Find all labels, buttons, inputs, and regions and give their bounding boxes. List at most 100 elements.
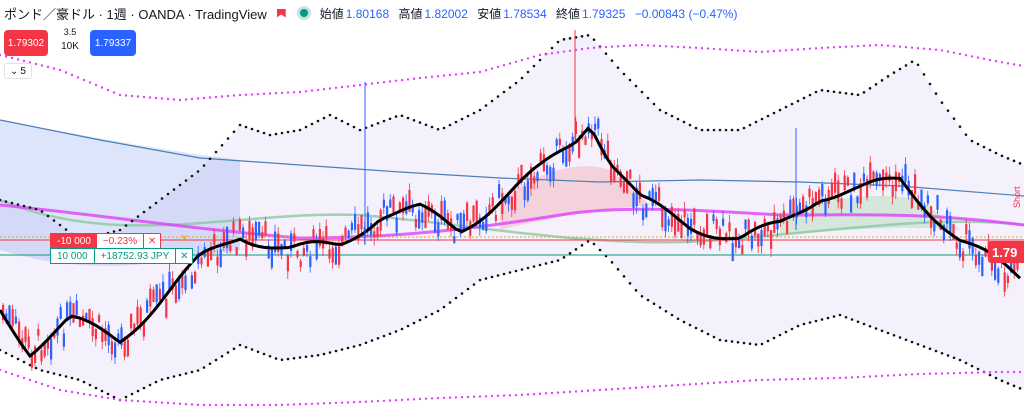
candle-body xyxy=(331,247,334,263)
close-icon[interactable]: ✕ xyxy=(180,250,189,262)
candle-body xyxy=(350,222,353,231)
symbol-title[interactable]: ポンド／豪ドル · 1週 · OANDA · TradingView xyxy=(4,6,267,22)
band-dot xyxy=(736,380,740,383)
candle-body xyxy=(786,221,789,234)
band-dot xyxy=(664,309,668,313)
candle-body xyxy=(219,249,222,268)
band-dot xyxy=(766,50,770,53)
candle-body xyxy=(843,175,846,191)
candle-body xyxy=(498,184,501,198)
band-dot xyxy=(964,54,968,57)
band-dot xyxy=(796,324,800,328)
band-dot xyxy=(904,373,908,376)
band-dot xyxy=(934,92,938,95)
candle-body xyxy=(190,275,193,289)
band-dot xyxy=(634,84,638,88)
red-flag-icon[interactable] xyxy=(276,8,286,18)
band-dot xyxy=(316,88,320,92)
candle-body xyxy=(184,275,187,291)
buy-position-row[interactable]: 10 000 +18752.93 JPY ✕ xyxy=(50,248,194,264)
close-icon[interactable]: ✕ xyxy=(147,235,157,247)
candle-body xyxy=(642,208,645,221)
quantity-value[interactable]: 10K xyxy=(61,41,79,52)
candle-body xyxy=(72,303,75,323)
candle-body xyxy=(88,308,91,323)
band-dot xyxy=(544,52,548,56)
band-dot xyxy=(928,47,932,51)
buy-button[interactable]: 1.79337 xyxy=(90,30,136,56)
band-dot xyxy=(280,403,284,407)
band-dot xyxy=(502,63,506,67)
candle-body xyxy=(75,300,78,316)
band-dot xyxy=(34,62,38,66)
band-dot xyxy=(628,386,632,390)
band-dot xyxy=(574,248,578,251)
band-dot xyxy=(718,338,722,342)
band-dot xyxy=(754,120,758,124)
band-dot xyxy=(1000,379,1004,383)
band-dot xyxy=(424,397,428,400)
band-dot xyxy=(922,345,926,348)
candle-body xyxy=(382,199,385,208)
band-dot xyxy=(820,377,824,380)
candle-body xyxy=(661,206,664,228)
candle-body xyxy=(466,202,469,222)
band-dot xyxy=(136,95,140,98)
candle-body xyxy=(389,199,392,208)
close-value: 1.79325 xyxy=(581,6,626,21)
sell-button[interactable]: 1.79302 xyxy=(4,30,48,56)
candle-body xyxy=(251,227,254,248)
candle-body xyxy=(264,221,267,236)
candle-body xyxy=(558,138,561,146)
band-dot xyxy=(994,60,998,63)
band-dot xyxy=(832,376,836,380)
band-dot xyxy=(406,116,410,120)
candle-body xyxy=(290,233,293,251)
band-dot xyxy=(172,188,176,191)
band-dot xyxy=(310,402,314,405)
band-dot xyxy=(634,44,638,47)
band-dot xyxy=(952,356,956,360)
band-dot xyxy=(202,366,206,369)
band-dot xyxy=(970,371,974,374)
band-dot xyxy=(598,388,602,392)
candle-body xyxy=(270,248,273,268)
candle-body xyxy=(606,140,609,160)
sell-position-row[interactable]: -10 000 −0.23% ✕ xyxy=(50,233,162,249)
band-dot xyxy=(964,371,968,375)
candle-body xyxy=(914,174,917,195)
candle-body xyxy=(149,288,152,307)
band-dot xyxy=(958,371,962,375)
band-dot xyxy=(82,78,86,82)
candle-body xyxy=(104,328,107,341)
band-dot xyxy=(538,53,542,57)
band-dot xyxy=(688,123,692,127)
candle-body xyxy=(891,185,894,197)
close-icon[interactable]: ✕ xyxy=(180,233,190,245)
candle-body xyxy=(456,213,459,221)
candle-body xyxy=(43,343,46,357)
band-dot xyxy=(238,123,242,127)
band-dot xyxy=(658,385,662,388)
candle-body xyxy=(997,268,1000,283)
band-dot xyxy=(418,318,422,322)
candle-body xyxy=(146,300,149,313)
indicator-collapse-button[interactable]: ⌄ 5 xyxy=(4,63,32,79)
band-dot xyxy=(748,50,752,53)
band-dot xyxy=(838,45,842,49)
band-dot xyxy=(886,75,890,78)
band-dot xyxy=(742,126,746,130)
band-dot xyxy=(772,378,776,381)
candle-body xyxy=(718,228,721,246)
band-dot xyxy=(568,49,572,52)
band-dot xyxy=(0,198,2,202)
band-dot xyxy=(442,305,446,309)
candle-body xyxy=(648,191,651,199)
band-dot xyxy=(64,228,68,231)
band-dot xyxy=(712,335,716,339)
band-dot xyxy=(220,143,224,147)
band-dot xyxy=(508,394,512,397)
band-dot xyxy=(22,204,26,208)
candle-body xyxy=(728,222,731,232)
